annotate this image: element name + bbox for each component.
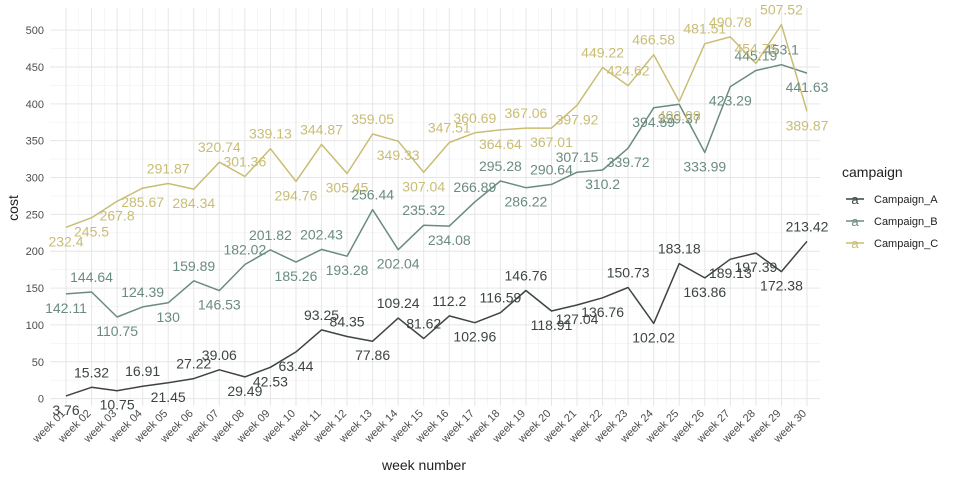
y-tick-label: 250 (26, 209, 44, 221)
data-label-campaign-a: 146.76 (505, 267, 548, 283)
data-label-campaign-c: 245.5 (74, 224, 109, 240)
data-label-campaign-b: 333.99 (683, 158, 726, 174)
data-label-campaign-a: 102.96 (453, 329, 496, 345)
data-label-campaign-c: 454.75 (734, 40, 777, 56)
data-label-campaign-b: 307.15 (556, 149, 599, 165)
data-label-campaign-a: 112.2 (432, 293, 466, 309)
data-label-campaign-c: 307.04 (402, 178, 445, 194)
data-label-campaign-b: 142.11 (45, 300, 87, 316)
y-tick-label: 200 (26, 246, 44, 258)
legend-key-glyph-campaign-a: a (851, 192, 859, 207)
data-label-campaign-b: 234.08 (428, 232, 471, 248)
data-label-campaign-a: 16.91 (125, 363, 160, 379)
data-label-campaign-c: 507.52 (760, 2, 803, 18)
data-label-campaign-b: 124.39 (121, 284, 164, 300)
data-label-campaign-c: 367.01 (530, 134, 573, 150)
legend-key-glyph-campaign-b: a (851, 214, 859, 229)
data-label-campaign-a: 183.18 (658, 241, 701, 257)
y-tick-label: 150 (26, 283, 44, 295)
data-label-campaign-b: 441.63 (786, 79, 829, 95)
data-label-campaign-a: 116.59 (479, 290, 521, 306)
data-label-campaign-c: 397.92 (556, 111, 599, 127)
data-label-campaign-a: 81.62 (406, 315, 441, 331)
data-label-campaign-b: 146.53 (198, 297, 241, 313)
data-label-campaign-b: 159.89 (172, 258, 215, 274)
data-label-campaign-c: 466.58 (632, 32, 675, 48)
legend-label-campaign-a: Campaign_A (874, 194, 938, 206)
data-label-campaign-b: 339.72 (607, 154, 650, 170)
data-label-campaign-b: 130 (157, 309, 181, 325)
data-label-campaign-b: 286.22 (505, 194, 548, 210)
y-tick-label: 100 (26, 320, 44, 332)
y-tick-label: 450 (26, 62, 44, 74)
data-label-campaign-a: 102.02 (632, 329, 675, 345)
data-label-campaign-c: 389.87 (786, 117, 829, 133)
data-label-campaign-b: 266.89 (453, 179, 496, 195)
data-label-campaign-c: 403.08 (658, 108, 701, 124)
data-label-campaign-a: 136.76 (581, 304, 624, 320)
data-label-campaign-a: 77.86 (355, 347, 390, 363)
data-label-campaign-a: 84.35 (330, 313, 365, 329)
data-label-campaign-a: 63.44 (278, 358, 313, 374)
data-label-campaign-c: 424.62 (607, 63, 650, 79)
data-label-campaign-b: 185.26 (275, 268, 318, 284)
data-label-campaign-c: 294.76 (275, 187, 318, 203)
data-label-campaign-c: 349.33 (377, 147, 420, 163)
data-label-campaign-a: 197.39 (734, 259, 777, 275)
data-label-campaign-b: 310.2 (585, 176, 620, 192)
data-label-campaign-a: 163.86 (683, 284, 726, 300)
data-label-campaign-b: 235.32 (402, 202, 445, 218)
data-label-campaign-a: 172.38 (760, 278, 803, 294)
data-label-campaign-c: 344.87 (300, 121, 343, 137)
data-label-campaign-c: 285.67 (121, 194, 164, 210)
y-tick-label: 50 (32, 357, 44, 369)
data-label-campaign-c: 360.69 (453, 110, 496, 126)
data-label-campaign-c: 301.36 (223, 154, 266, 170)
x-axis-title: week number (381, 457, 466, 473)
data-label-campaign-c: 367.06 (505, 105, 548, 121)
data-label-campaign-c: 359.05 (351, 111, 394, 127)
data-label-campaign-a: 15.32 (74, 364, 109, 380)
legend-label-campaign-b: Campaign_B (874, 216, 938, 228)
data-label-campaign-a: 42.53 (253, 373, 288, 389)
data-label-campaign-c: 305.45 (326, 180, 369, 196)
legend-key-glyph-campaign-c: a (851, 236, 859, 251)
data-label-campaign-b: 182.02 (223, 241, 266, 257)
legend-title: campaign (842, 164, 903, 180)
data-label-campaign-a: 39.06 (202, 347, 237, 363)
data-label-campaign-b: 110.75 (96, 323, 138, 339)
y-tick-label: 300 (26, 173, 44, 185)
data-label-campaign-a: 10.75 (100, 397, 135, 413)
data-label-campaign-b: 193.28 (326, 262, 369, 278)
data-label-campaign-b: 144.64 (70, 269, 113, 285)
y-tick-label: 500 (26, 25, 44, 37)
y-tick-label: 0 (38, 394, 44, 406)
data-label-campaign-c: 364.64 (479, 136, 522, 152)
data-label-campaign-b: 423.29 (709, 93, 752, 109)
y-tick-label: 400 (26, 99, 44, 111)
data-label-campaign-b: 202.04 (377, 256, 420, 272)
data-label-layer: 3.7615.3210.7516.9121.4527.2239.0629.494… (45, 2, 829, 418)
data-label-campaign-c: 284.34 (172, 195, 215, 211)
data-label-campaign-c: 339.13 (249, 126, 292, 142)
legend-label-campaign-c: Campaign_C (874, 238, 938, 250)
data-label-campaign-c: 449.22 (581, 45, 624, 61)
data-label-campaign-b: 201.82 (249, 227, 292, 243)
data-label-campaign-a: 213.42 (786, 218, 829, 234)
data-label-campaign-b: 295.28 (479, 158, 522, 174)
data-label-campaign-a: 21.45 (151, 389, 186, 405)
data-label-campaign-a: 150.73 (607, 265, 650, 281)
data-label-campaign-a: 109.24 (377, 295, 420, 311)
y-axis-title: cost (5, 195, 21, 221)
y-tick-label: 350 (26, 136, 44, 148)
data-label-campaign-c: 291.87 (147, 161, 190, 177)
data-label-campaign-b: 202.43 (300, 226, 343, 242)
data-label-campaign-c: 490.78 (709, 14, 752, 30)
